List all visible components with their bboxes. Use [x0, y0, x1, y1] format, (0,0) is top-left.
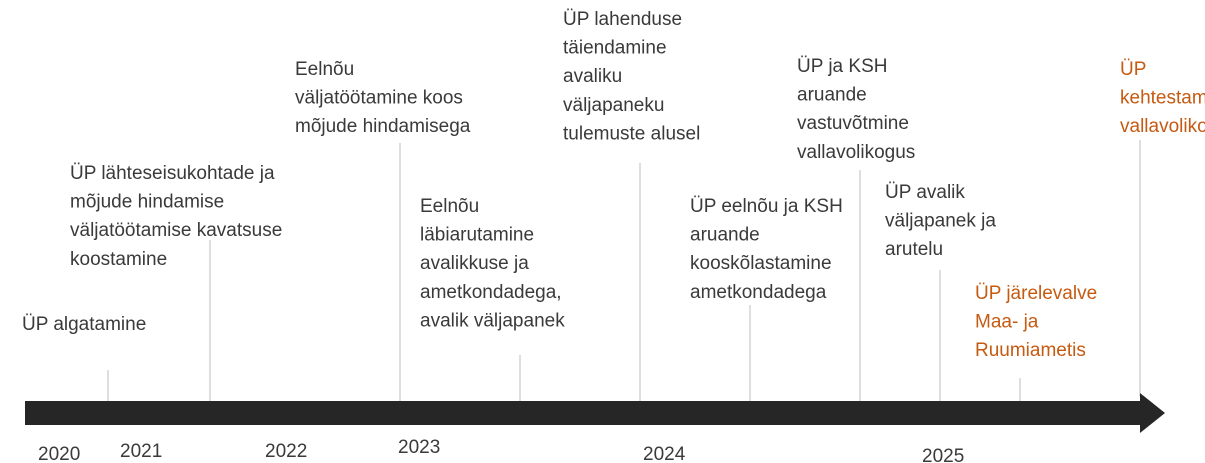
year-label: 2020 [38, 444, 80, 463]
event-label: koostamine [70, 249, 167, 270]
event-label: avaliku [563, 66, 622, 87]
year-label: 2022 [265, 441, 307, 462]
event-label: Maa- ja [975, 312, 1039, 333]
year-label: 2024 [643, 444, 686, 463]
labels: ÜP algatamine ÜP lähteseisukohtade ja mõju… [22, 9, 1205, 463]
year-label: 2023 [398, 437, 440, 458]
event-label: Ruumiametis [975, 340, 1086, 361]
event-label: ÜP järelevalve [975, 283, 1097, 304]
event-label: kehtestamine [1120, 88, 1205, 109]
event-label: väljatöötamine koos [295, 88, 463, 109]
event-label: tulemuste alusel [563, 123, 700, 144]
event-label: ÜP algatamine [22, 314, 146, 335]
event-label: vastuvõtmine [797, 113, 909, 134]
event-label: väljapanek ja [885, 211, 996, 232]
event-label: ÜP lahenduse [563, 9, 682, 30]
event-label: kooskõlastamine [690, 253, 832, 274]
event-label: ÜP eelnõu ja KSH [690, 196, 843, 217]
event-label: avalikkuse ja [420, 253, 529, 274]
event-label: ÜP lähteseisukohtade ja [70, 163, 275, 184]
event-label: ametkondadega, [420, 282, 562, 303]
event-label: ÜP [1120, 59, 1146, 80]
event-label: vallavolikogus [1120, 116, 1205, 137]
year-label: 2025 [922, 446, 964, 463]
event-label: täiendamine [563, 38, 667, 59]
connectors [107, 140, 1141, 402]
event-label: avalik väljapanek [420, 310, 565, 331]
event-label: mõjude hindamisega [295, 116, 471, 137]
event-label: Eelnõu [295, 59, 354, 80]
timeline-arrow [25, 393, 1165, 433]
event-label: ÜP ja KSH [797, 56, 887, 77]
event-label: väljapaneku [563, 95, 664, 116]
event-label: läbiarutamine [420, 225, 534, 246]
event-label: mõjude hindamise [70, 192, 224, 213]
event-label: Eelnõu [420, 196, 479, 217]
year-label: 2021 [120, 441, 162, 462]
event-label: vallavolikogus [797, 142, 915, 163]
event-label: ÜP avalik [885, 182, 965, 203]
event-label: aruande [797, 85, 867, 106]
event-label: aruande [690, 225, 760, 246]
event-label: väljatöötamise kavatsuse [70, 220, 282, 241]
event-label: arutelu [885, 239, 943, 260]
event-label: ametkondadega [690, 282, 827, 303]
